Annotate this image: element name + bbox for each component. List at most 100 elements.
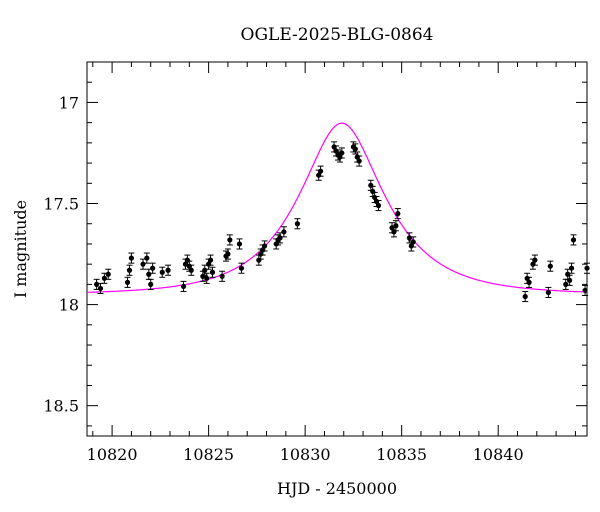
data-point (128, 252, 135, 264)
data-marker (545, 289, 551, 296)
data-marker (522, 293, 528, 300)
data-point (165, 264, 172, 276)
data-marker (532, 257, 538, 263)
tick-labels: 10820 10825 10830 10835 10840 17 17.5 18 18.5 (43, 93, 523, 464)
data-point (356, 155, 363, 167)
data-point (226, 234, 233, 246)
data-marker (393, 223, 399, 229)
data-point (139, 258, 146, 270)
data-marker (150, 265, 156, 271)
x-tick-label: 10840 (473, 445, 524, 464)
data-marker (410, 239, 416, 245)
x-tick-label: 10820 (87, 445, 138, 464)
y-tick-label: 17 (59, 93, 79, 112)
data-point (207, 254, 214, 266)
data-marker (101, 275, 107, 281)
data-point (522, 290, 529, 303)
model-curve (87, 122, 587, 293)
data-marker (317, 168, 324, 174)
y-tick-label: 18 (59, 296, 79, 315)
data-point (568, 262, 575, 274)
data-point (317, 165, 324, 177)
data-point (410, 236, 417, 248)
data-marker (395, 211, 401, 217)
data-marker (547, 263, 553, 269)
data-point (570, 234, 577, 246)
data-marker (140, 261, 146, 267)
data-marker (563, 281, 569, 287)
data-marker (584, 265, 590, 271)
data-point (261, 240, 268, 252)
data-point (219, 270, 226, 282)
data-point (124, 276, 131, 288)
data-marker (128, 255, 135, 261)
data-point (545, 286, 552, 299)
data-marker (148, 281, 154, 287)
data-point (392, 220, 399, 232)
data-marker (570, 237, 577, 243)
data-marker (126, 267, 133, 273)
data-marker (567, 277, 573, 283)
y-axis-label: I magnitude (11, 200, 30, 298)
data-marker (159, 269, 165, 275)
axis-ticks (87, 61, 587, 436)
data-marker (207, 257, 214, 263)
data-point (236, 238, 243, 250)
x-axis-label: HJD - 2450000 (277, 479, 397, 498)
data-marker (568, 265, 575, 271)
data-point (126, 264, 133, 276)
data-point (394, 208, 401, 220)
data-marker (97, 285, 104, 292)
data-point (224, 248, 231, 260)
data-marker (202, 267, 208, 273)
data-marker (209, 269, 216, 275)
data-point (338, 147, 345, 159)
data-point (203, 272, 210, 284)
chart-title: OGLE-2025-BLG-0864 (241, 25, 434, 45)
data-points (93, 141, 590, 303)
data-marker (352, 146, 358, 152)
data-marker (238, 265, 245, 271)
data-point (143, 252, 150, 264)
data-marker (219, 273, 225, 279)
data-marker (281, 229, 287, 235)
data-marker (277, 235, 283, 241)
data-marker (225, 251, 231, 257)
data-marker (294, 221, 301, 227)
data-marker (356, 158, 362, 164)
data-marker (94, 281, 100, 287)
data-marker (375, 202, 382, 209)
data-point (105, 268, 112, 280)
data-marker (165, 267, 171, 273)
data-marker (227, 237, 233, 243)
data-point (375, 199, 382, 212)
data-marker (262, 243, 268, 249)
data-marker (146, 271, 152, 277)
data-point (145, 268, 152, 280)
y-tick-label: 18.5 (43, 397, 79, 416)
data-point (280, 226, 287, 238)
data-point (531, 254, 538, 266)
x-tick-label: 10825 (183, 445, 234, 464)
data-point (149, 262, 156, 274)
data-point (294, 218, 301, 230)
data-marker (124, 279, 131, 285)
data-point (582, 284, 589, 296)
data-point (584, 262, 590, 274)
data-marker (236, 241, 243, 247)
data-marker (180, 283, 187, 289)
data-marker (339, 150, 345, 156)
y-tick-label: 17.5 (43, 195, 79, 214)
x-tick-label: 10830 (280, 445, 331, 464)
data-marker (204, 275, 210, 281)
data-marker (144, 255, 150, 261)
data-marker (406, 235, 412, 241)
data-marker (582, 287, 588, 294)
data-point (209, 266, 216, 278)
plot-frame (86, 61, 588, 437)
data-marker (105, 271, 111, 277)
data-marker (526, 279, 532, 285)
data-point (526, 276, 533, 288)
data-point (159, 266, 166, 278)
